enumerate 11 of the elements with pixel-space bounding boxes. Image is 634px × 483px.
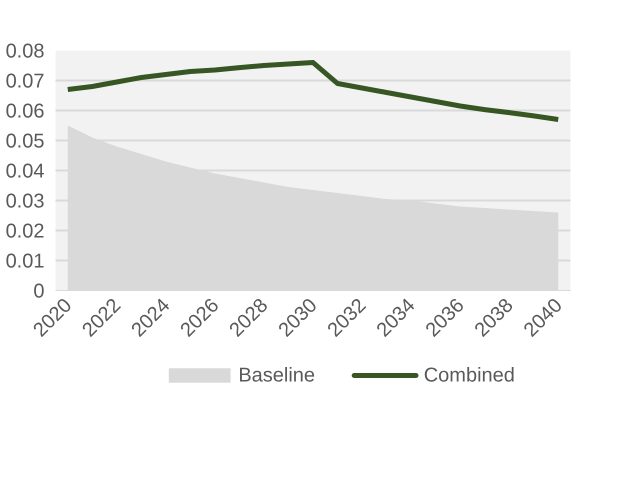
y-tick-label: 0 [33, 280, 44, 302]
y-tick-label: 0.05 [6, 130, 45, 152]
y-tick-label: 0.07 [6, 70, 45, 92]
y-tick-label: 0.06 [6, 100, 45, 122]
legend-label: Baseline [238, 364, 316, 386]
y-tick-label: 0.01 [6, 250, 45, 272]
y-tick-label: 0.08 [6, 40, 45, 62]
y-tick-label: 0.03 [6, 190, 45, 212]
y-tick-label: 0.02 [6, 220, 45, 242]
y-tick-label: 0.04 [6, 160, 45, 182]
legend-label: Combined [424, 364, 515, 386]
